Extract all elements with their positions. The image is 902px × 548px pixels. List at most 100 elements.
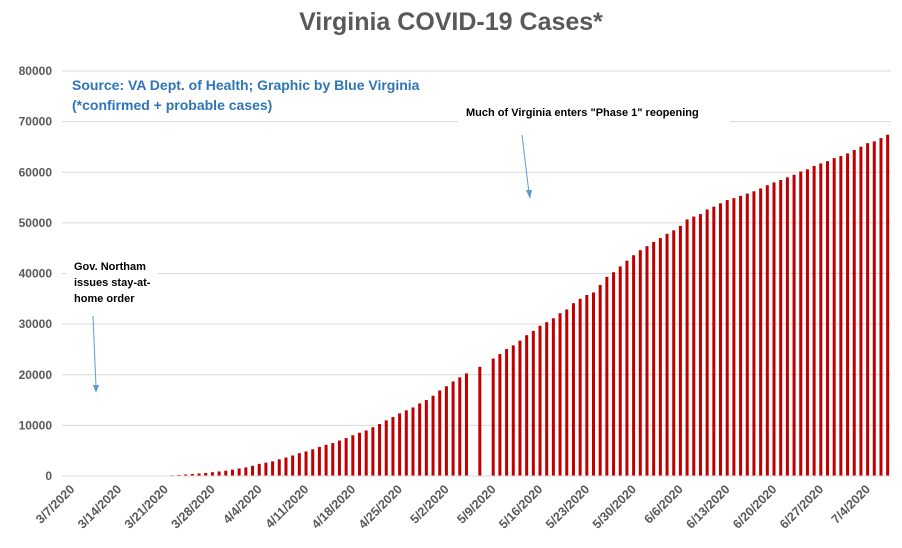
bar [846,153,850,476]
x-tick-label: 4/25/2020 [356,482,405,531]
bar [384,420,388,476]
bar [271,461,275,476]
x-tick-label: 6/6/2020 [642,482,686,526]
bar [531,330,535,476]
x-tick-label: 6/13/2020 [683,482,732,531]
gridlines [62,70,891,426]
x-tick-label: 3/7/2020 [33,482,77,526]
x-tick-label: 7/4/2020 [829,482,873,526]
y-tick-label: 30000 [19,317,53,331]
bar [404,410,408,476]
x-tick-label: 5/9/2020 [454,482,498,526]
y-tick-label: 80000 [19,64,53,78]
bar [438,390,442,476]
bar [672,230,676,476]
bar [197,473,201,476]
y-tick-label: 40000 [19,267,53,281]
bar [418,403,422,476]
bar [739,195,743,476]
bar [652,241,656,476]
bar [879,138,883,476]
bar [866,143,870,476]
bar [177,474,181,476]
bar [317,446,321,476]
bar [719,203,723,476]
bar [852,150,856,476]
y-tick-label: 10000 [19,418,53,432]
bar [712,206,716,476]
bar [184,474,188,476]
phase1-arrow-line [521,134,530,194]
bar [371,427,375,476]
bar [812,165,816,477]
bar [792,174,796,477]
stay-home-line-1: Gov. Northam [74,261,146,273]
bar [411,407,415,476]
bar [444,386,448,476]
bar [872,141,876,476]
source-line-1: Source: VA Dept. of Health; Graphic by B… [72,77,420,93]
bar [585,295,589,476]
bar [277,459,281,476]
bar [859,146,863,476]
stay-home-annotation-box [66,256,158,310]
bar [578,298,582,476]
phase1-annotation-box [458,99,730,123]
bar [886,134,890,476]
bar [698,214,702,476]
stay-home-line-3: home order [74,293,135,305]
bar [598,284,602,476]
stay-home-arrow-head [93,385,99,393]
bar [618,266,622,476]
bar [759,188,763,476]
bar [398,413,402,476]
bar [545,322,549,476]
bar [565,309,569,476]
bar [378,424,382,476]
x-tick-label: 3/21/2020 [122,482,171,531]
bar [525,335,529,476]
bar [451,381,455,476]
bar [685,219,689,476]
x-tick-label: 5/2/2020 [408,482,452,526]
bar [251,465,255,476]
bar [297,453,301,476]
bar [752,191,756,477]
bar [658,238,662,476]
y-tick-label: 50000 [19,216,53,230]
x-tick-label: 4/18/2020 [309,482,358,531]
bar [244,467,248,476]
bar [505,349,509,476]
bar [284,457,288,476]
source-line-2: (*confirmed + probable cases) [72,97,272,113]
bar [498,354,502,476]
bar [358,432,362,476]
x-tick-label: 3/14/2020 [75,482,124,531]
bar [491,358,495,476]
bar [832,158,836,476]
bar [464,373,468,476]
bar [344,438,348,476]
bar [331,443,335,476]
x-tick-label: 4/4/2020 [220,482,264,526]
bar [257,463,261,476]
x-tick-label: 5/30/2020 [590,482,639,531]
bar [237,468,241,476]
x-tick-label: 6/20/2020 [730,482,779,531]
y-tick-label: 70000 [19,115,53,129]
x-tick-label: 5/16/2020 [496,482,545,531]
bar [210,472,214,476]
bar [538,325,542,476]
y-tick-label: 60000 [19,165,53,179]
y-axis-ticks: 0 10000 20000 30000 40000 50000 60000 70000 8000… [19,64,53,483]
bar [311,449,315,476]
bar [264,462,268,476]
bar [745,193,749,477]
bar [725,200,729,477]
bar [819,163,823,476]
bar [612,272,616,476]
bar [605,276,609,476]
bar [799,171,803,477]
bar [625,260,629,476]
bar [839,156,843,477]
